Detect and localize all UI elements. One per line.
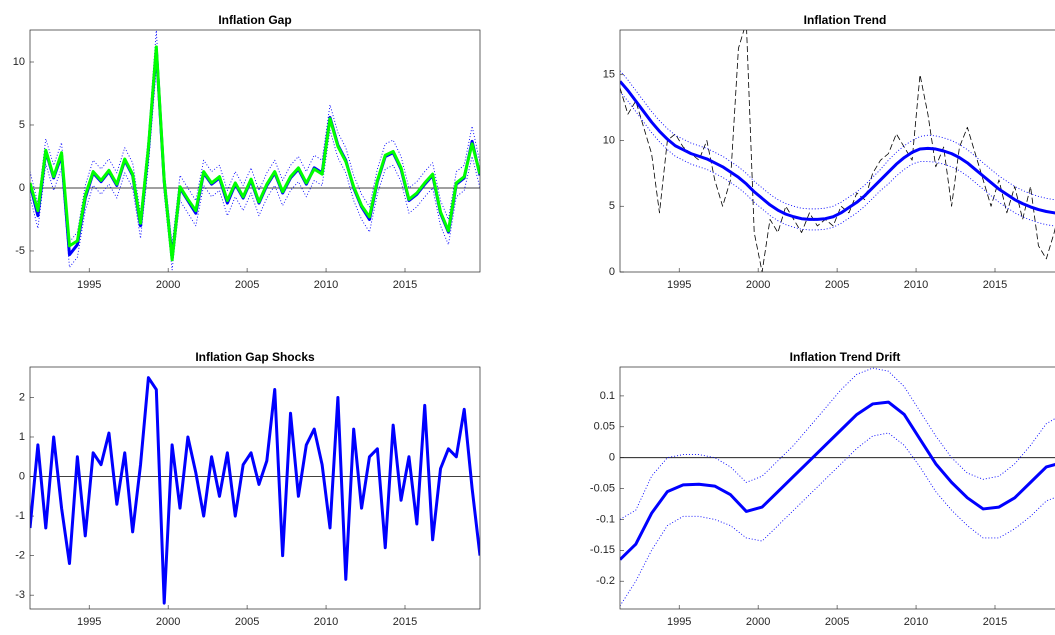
x-tick-label: 1995 <box>667 616 691 628</box>
x-tick-label: 2010 <box>904 616 928 628</box>
axes-box <box>619 366 1055 610</box>
series-line <box>620 80 1055 221</box>
y-tick-label: 0.05 <box>594 421 615 433</box>
x-tick-label: 2015 <box>983 279 1007 291</box>
plot-content <box>620 30 1055 272</box>
y-tick-label: -2 <box>15 550 25 562</box>
y-tick-label: 10 <box>13 56 25 68</box>
x-tick-label: 2000 <box>746 279 770 291</box>
axes-box <box>29 366 481 610</box>
y-tick-label: 5 <box>19 119 25 131</box>
series-line <box>30 376 480 605</box>
x-tick-label: 2010 <box>314 279 338 291</box>
x-tick-label: 2015 <box>393 616 417 628</box>
x-tick-label: 2000 <box>746 616 770 628</box>
x-tick-label: 2010 <box>314 616 338 628</box>
series-line <box>30 30 480 246</box>
y-tick-label: 15 <box>603 69 615 81</box>
plot-area <box>620 30 1055 272</box>
plot-content <box>620 367 1055 607</box>
y-tick-label: 0 <box>19 182 25 194</box>
series-line <box>620 432 1055 607</box>
y-tick-label: -5 <box>15 245 25 257</box>
x-tick-label: 2010 <box>904 279 928 291</box>
axes-box <box>619 29 1055 273</box>
axes-box <box>29 29 481 273</box>
plot-content <box>30 376 480 605</box>
x-tick-label: 1995 <box>77 616 101 628</box>
plot-content <box>30 30 480 271</box>
panel: Inflation Trend Drift -0.2 -0.15 -0.1 -0.05 0… <box>590 350 1055 628</box>
x-tick-label: 2005 <box>825 279 849 291</box>
y-tick-label: 0.1 <box>600 390 615 402</box>
x-tick-label: 2000 <box>156 616 180 628</box>
y-tick-label: 0 <box>609 266 615 278</box>
y-tick-label: -0.1 <box>596 513 615 525</box>
series-line <box>30 67 480 271</box>
y-tick-label: 5 <box>609 200 615 212</box>
chart-title: Inflation Trend <box>804 13 887 27</box>
y-tick-label: 10 <box>603 134 615 146</box>
x-tick-label: 2005 <box>235 279 259 291</box>
y-tick-label: -0.15 <box>590 544 615 556</box>
y-tick-label: 1 <box>19 431 25 443</box>
x-tick-label: 2005 <box>825 616 849 628</box>
y-tick-label: -1 <box>15 510 25 522</box>
y-tick-label: -3 <box>15 589 25 601</box>
chart-title: Inflation Trend Drift <box>790 350 901 364</box>
panel: Inflation Gap -5 0 5 10 1995 2000 2005 2010 2015 <box>13 13 481 291</box>
x-tick-label: 1995 <box>667 279 691 291</box>
y-tick-label: 0 <box>19 470 25 482</box>
x-tick-label: 2015 <box>393 279 417 291</box>
y-tick-label: 2 <box>19 391 25 403</box>
y-tick-label: -0.2 <box>596 575 615 587</box>
x-tick-label: 2015 <box>983 616 1007 628</box>
x-tick-label: 2005 <box>235 616 259 628</box>
chart-title: Inflation Gap Shocks <box>195 350 315 364</box>
plot-area <box>620 367 1055 609</box>
y-tick-label: -0.05 <box>590 482 615 494</box>
plot-area <box>30 367 480 609</box>
x-tick-label: 1995 <box>77 279 101 291</box>
series-line <box>620 400 1055 561</box>
x-tick-label: 2000 <box>156 279 180 291</box>
plot-area <box>30 30 480 272</box>
panel: Inflation Trend 0 5 10 15 1995 2000 2005 2010 201… <box>603 13 1055 291</box>
chart-title: Inflation Gap <box>218 13 291 27</box>
series-line <box>30 45 480 262</box>
y-tick-label: 0 <box>609 452 615 464</box>
panel: Inflation Gap Shocks -3 -2 -1 0 1 2 1995 2000 200… <box>15 350 481 628</box>
